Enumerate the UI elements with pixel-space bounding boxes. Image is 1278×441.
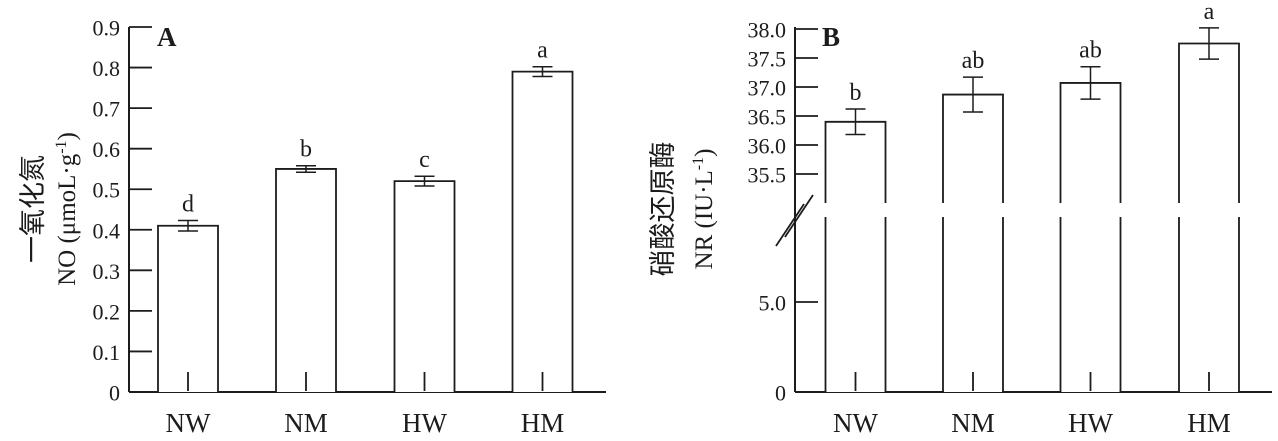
category-label: HW [402,408,447,438]
axis-break-slash [775,203,805,247]
bar-group-NM: b NM [275,137,337,438]
y-axis-title-cn: 一氧化氮 [18,155,48,263]
unit-post: ) [54,132,81,140]
bar-group-HW: ab HW [1059,38,1122,438]
bar-fill [944,94,1002,392]
y-tick-label: 35.5 [748,163,787,188]
category-label: HM [1187,408,1231,438]
category-label: NW [166,408,211,438]
y-tick-label: 38.0 [748,18,787,43]
y-tick-label: 0.6 [93,137,121,162]
y-tick-label: 0.5 [93,178,121,203]
bar-group-HW: c HW [393,147,456,438]
y-tick-label: 0.1 [93,340,121,365]
sig-letter: b [300,137,312,163]
sig-letter: b [850,80,862,106]
category-label: NM [951,408,995,438]
y-tick-label: 0 [775,381,786,406]
y-axis-title-cn: 硝酸还原酶 [648,142,678,277]
sig-letter: d [182,191,194,217]
y-tick-label: 0.8 [93,56,121,81]
bar-group-HM: a HM [1178,0,1240,438]
bar-group-HM: a HM [511,38,574,438]
sig-letter: a [537,38,548,64]
y-tick-label: 5.0 [759,291,787,316]
category-label: NW [833,408,878,438]
y-axis-title-unit: NO (μmoL·g-1) [53,132,81,286]
unit-pre: NR (IU·L [691,170,718,269]
bar-group-NW: b NW [824,80,887,438]
category-label: HM [521,408,565,438]
sig-letter: ab [1079,38,1102,64]
y-tick-label: 0.2 [93,299,121,324]
axis-break-slash [784,194,814,238]
category-label: HW [1068,408,1113,438]
category-label: NM [284,408,328,438]
panel-label: B [822,22,840,52]
unit-sup: -1 [690,157,707,170]
y-tick-label: 0.9 [93,16,121,41]
y-tick-label: 0.4 [93,218,121,243]
y-tick-label: 37.0 [748,76,787,101]
y-tick-label: 37.5 [748,47,787,72]
bar-HM [511,70,574,392]
sig-letter: ab [962,48,985,74]
sig-letter: a [1204,0,1215,25]
unit-pre: NO (μmoL·g [54,153,81,286]
sig-letter: c [419,147,430,173]
bar-group-NW: d NW [157,191,219,438]
panel-B: 0 5.0 35.5 36.0 36.5 37.0 37.5 38.0 硝酸还原酶 NR (IU·… [648,0,1272,438]
bar-NM [275,168,337,392]
y-tick-label: 0.7 [93,97,121,122]
bar-HW [393,180,456,392]
y-tick-label: 0 [109,381,120,406]
bar-group-NM: ab NM [942,48,1004,438]
bar-fill [1180,43,1238,392]
bar-fill [1061,82,1120,392]
unit-post: ) [691,149,718,157]
panel-label: A [157,22,177,52]
y-tick-label: 36.5 [748,105,787,130]
unit-sup: -1 [53,140,70,153]
panel-A: 0 0.1 0.2 0.3 0.4 0.5 0.6 0.7 0.8 0.9 一氧化氮 NO (μmoL… [18,16,606,438]
bar-NW [157,224,219,392]
y-axis-title-unit: NR (IU·L-1) [690,149,718,270]
y-tick-label: 0.3 [93,259,121,284]
y-tick-label: 36.0 [748,134,787,159]
bar-fill [826,121,885,393]
